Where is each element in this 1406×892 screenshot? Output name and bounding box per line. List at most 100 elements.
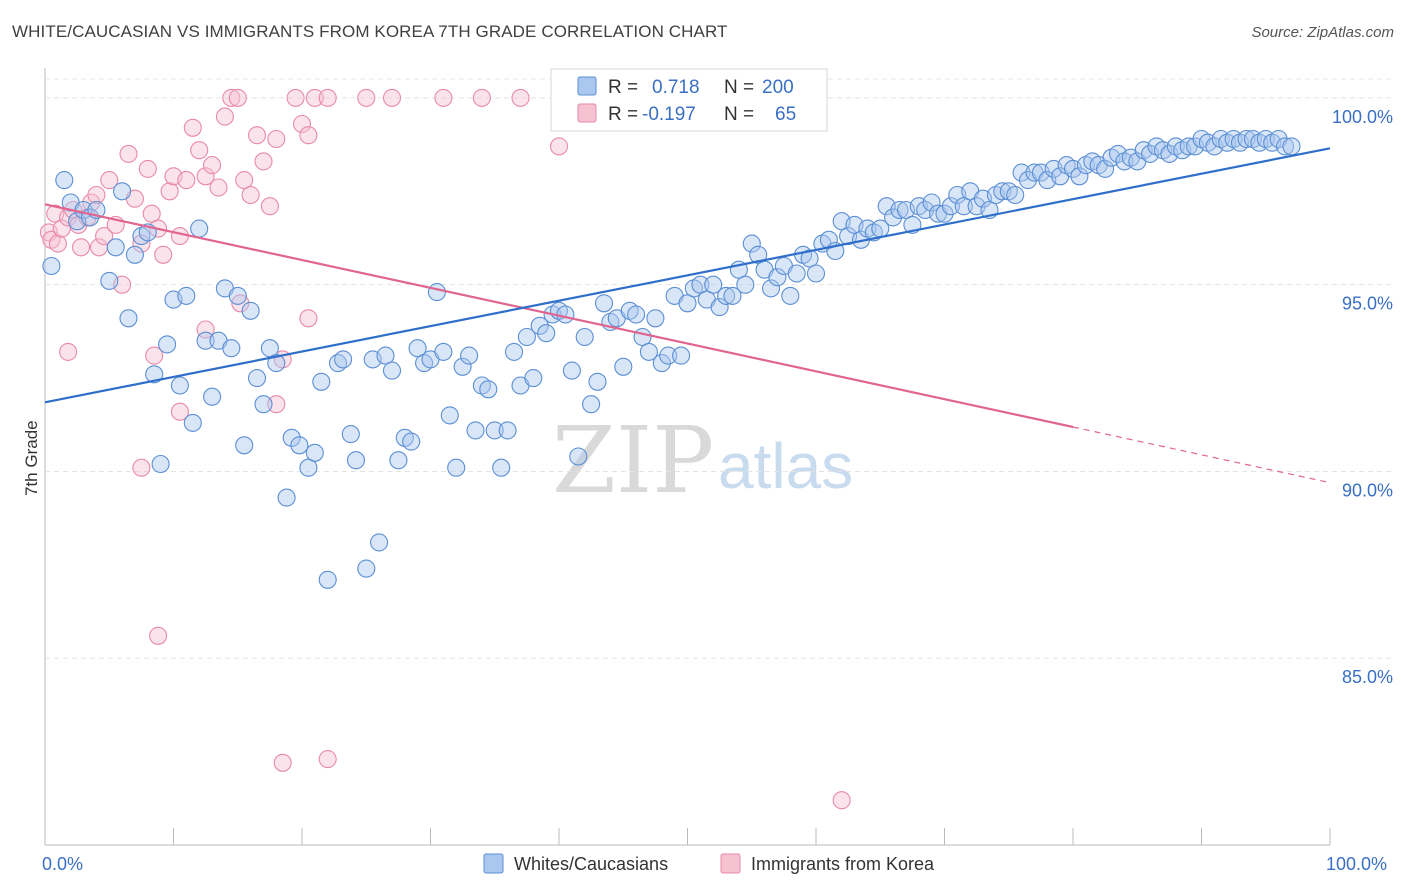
data-point [806, 264, 826, 283]
stats-legend-blue-n-value: 200 [762, 77, 794, 98]
data-point [132, 234, 151, 253]
data-point [723, 286, 742, 305]
data-point [190, 141, 209, 160]
data-point [113, 182, 132, 201]
data-point [1006, 185, 1025, 205]
data-point [434, 342, 453, 361]
data-point [588, 372, 607, 391]
bottom-legend-blue-swatch [483, 853, 504, 874]
data-point [562, 361, 581, 380]
stats-legend-pink-r-label: R = [608, 104, 638, 125]
data-point [273, 753, 292, 772]
data-point [247, 126, 267, 145]
data-point [71, 238, 91, 257]
data-point [357, 88, 376, 107]
data-point [318, 570, 337, 589]
data-point [614, 357, 633, 376]
data-point [158, 335, 177, 354]
data-point [48, 234, 67, 253]
data-point [119, 309, 138, 328]
y-axis-tick-labels: 85.0% 90.0% 95.0% 100.0% [1332, 107, 1393, 687]
data-point [672, 346, 691, 365]
data-point [231, 294, 250, 313]
data-point [312, 372, 331, 391]
data-point [286, 88, 305, 107]
data-point [151, 454, 170, 474]
data-point [370, 533, 389, 552]
data-point [575, 327, 594, 347]
data-point [209, 178, 228, 197]
data-point [106, 238, 125, 257]
data-point [305, 88, 324, 107]
gridlines [45, 78, 1395, 659]
data-point [646, 309, 665, 328]
data-point [447, 458, 466, 477]
data-point [485, 421, 504, 440]
data-point [59, 342, 78, 361]
data-point [504, 342, 524, 361]
data-point [627, 305, 646, 324]
stats-legend-pink-r-value: -0.197 [642, 104, 696, 125]
data-point [479, 380, 498, 399]
y-tick-label: 90.0% [1342, 480, 1393, 500]
data-point [254, 395, 273, 414]
data-point [299, 126, 318, 145]
data-point [241, 301, 260, 320]
data-point [170, 376, 189, 395]
data-point [277, 488, 296, 507]
data-point [100, 271, 119, 290]
data-point [341, 425, 360, 444]
data-point [498, 421, 517, 440]
data-point [524, 369, 543, 388]
data-point [183, 413, 202, 432]
data-point [800, 249, 819, 268]
data-point [922, 193, 941, 212]
data-point [299, 458, 318, 477]
trend-line-korea-solid [44, 203, 1074, 429]
data-point [196, 331, 215, 350]
data-point [132, 458, 151, 477]
data-point [145, 365, 164, 384]
data-point [222, 88, 241, 107]
data-point [228, 286, 247, 305]
data-point [177, 171, 196, 190]
data-point [736, 275, 755, 294]
data-point [1275, 137, 1295, 156]
data-point [569, 447, 588, 466]
data-point [710, 298, 729, 317]
data-point [87, 185, 106, 205]
data-point [1096, 159, 1115, 178]
data-point [203, 387, 222, 406]
data-point [183, 118, 202, 137]
data-point [100, 171, 119, 190]
data-point [196, 167, 215, 186]
data-point [511, 88, 530, 107]
data-point [119, 144, 138, 163]
series-whites-caucasians [42, 129, 1301, 589]
data-point [382, 361, 402, 380]
data-point [935, 204, 954, 223]
data-point [742, 234, 761, 253]
data-point [267, 129, 286, 149]
data-point [537, 324, 556, 343]
data-point [678, 294, 697, 313]
data-point [149, 626, 168, 645]
series-immigrants-from-korea [39, 88, 851, 810]
data-point [292, 114, 312, 134]
stats-legend-pink-swatch [577, 103, 597, 123]
data-point [154, 245, 173, 264]
data-point [691, 275, 710, 294]
chart-title: WHITE/CAUCASIAN VS IMMIGRANTS FROM KOREA… [12, 22, 728, 41]
data-point [832, 791, 851, 810]
data-point [376, 346, 395, 365]
data-point [440, 406, 459, 425]
data-point [160, 182, 179, 201]
data-point [704, 275, 723, 294]
data-point [781, 286, 800, 305]
data-point [145, 346, 164, 365]
data-point [453, 357, 472, 376]
data-point [55, 171, 74, 190]
data-point [659, 346, 678, 365]
data-point [177, 286, 196, 305]
